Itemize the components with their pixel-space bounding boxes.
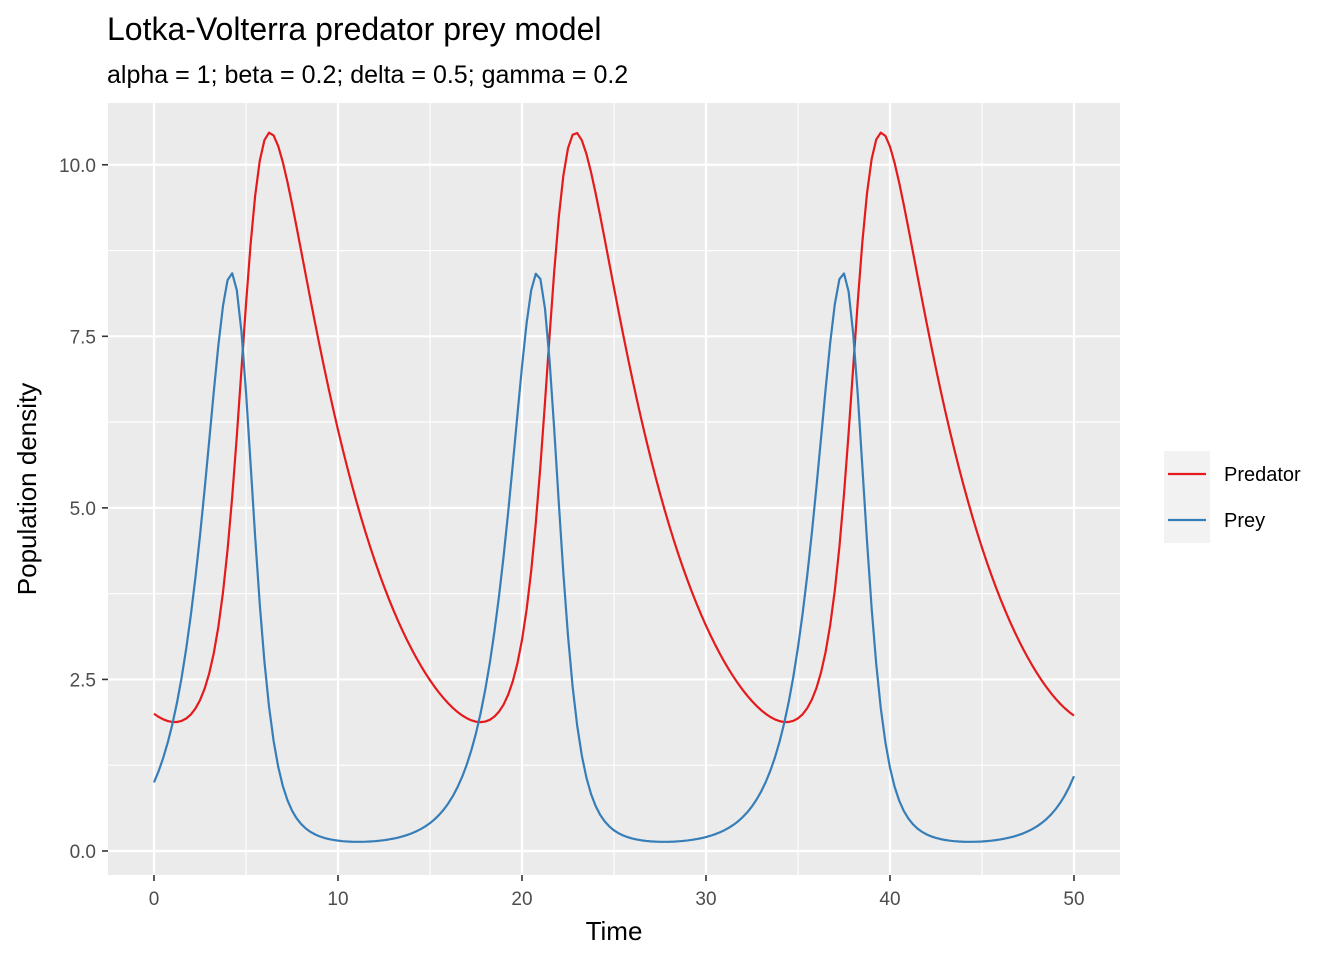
x-axis: 0 10 20 30 40 50 — [149, 875, 1085, 910]
grid-major — [108, 103, 1120, 875]
legend: Predator Prey — [1164, 451, 1301, 543]
y-tick-label: 0.0 — [70, 842, 96, 863]
chart-title: Lotka-Volterra predator prey model — [107, 11, 601, 47]
legend-label: Predator — [1224, 464, 1301, 486]
series-layer — [152, 131, 1076, 843]
grid-minor — [108, 103, 1120, 875]
x-tick-label: 30 — [695, 889, 716, 910]
x-axis-title: Time — [586, 916, 643, 946]
x-tick-label: 10 — [327, 889, 348, 910]
x-tick-label: 50 — [1063, 889, 1084, 910]
y-tick-label: 10.0 — [59, 156, 96, 177]
series-line-prey — [152, 272, 1076, 843]
y-tick-label: 2.5 — [70, 670, 96, 691]
series-line-predator — [153, 131, 1075, 724]
y-tick-label: 7.5 — [70, 327, 96, 348]
y-tick-label: 5.0 — [70, 499, 96, 520]
chart-subtitle: alpha = 1; beta = 0.2; delta = 0.5; gamm… — [107, 61, 628, 89]
x-tick-label: 0 — [149, 889, 160, 910]
y-axis-title: Population density — [12, 383, 42, 595]
x-tick-label: 20 — [511, 889, 532, 910]
x-tick-label: 40 — [879, 889, 900, 910]
legend-label: Prey — [1224, 510, 1265, 532]
y-axis: 0.0 2.5 5.0 7.5 10.0 — [59, 156, 108, 863]
